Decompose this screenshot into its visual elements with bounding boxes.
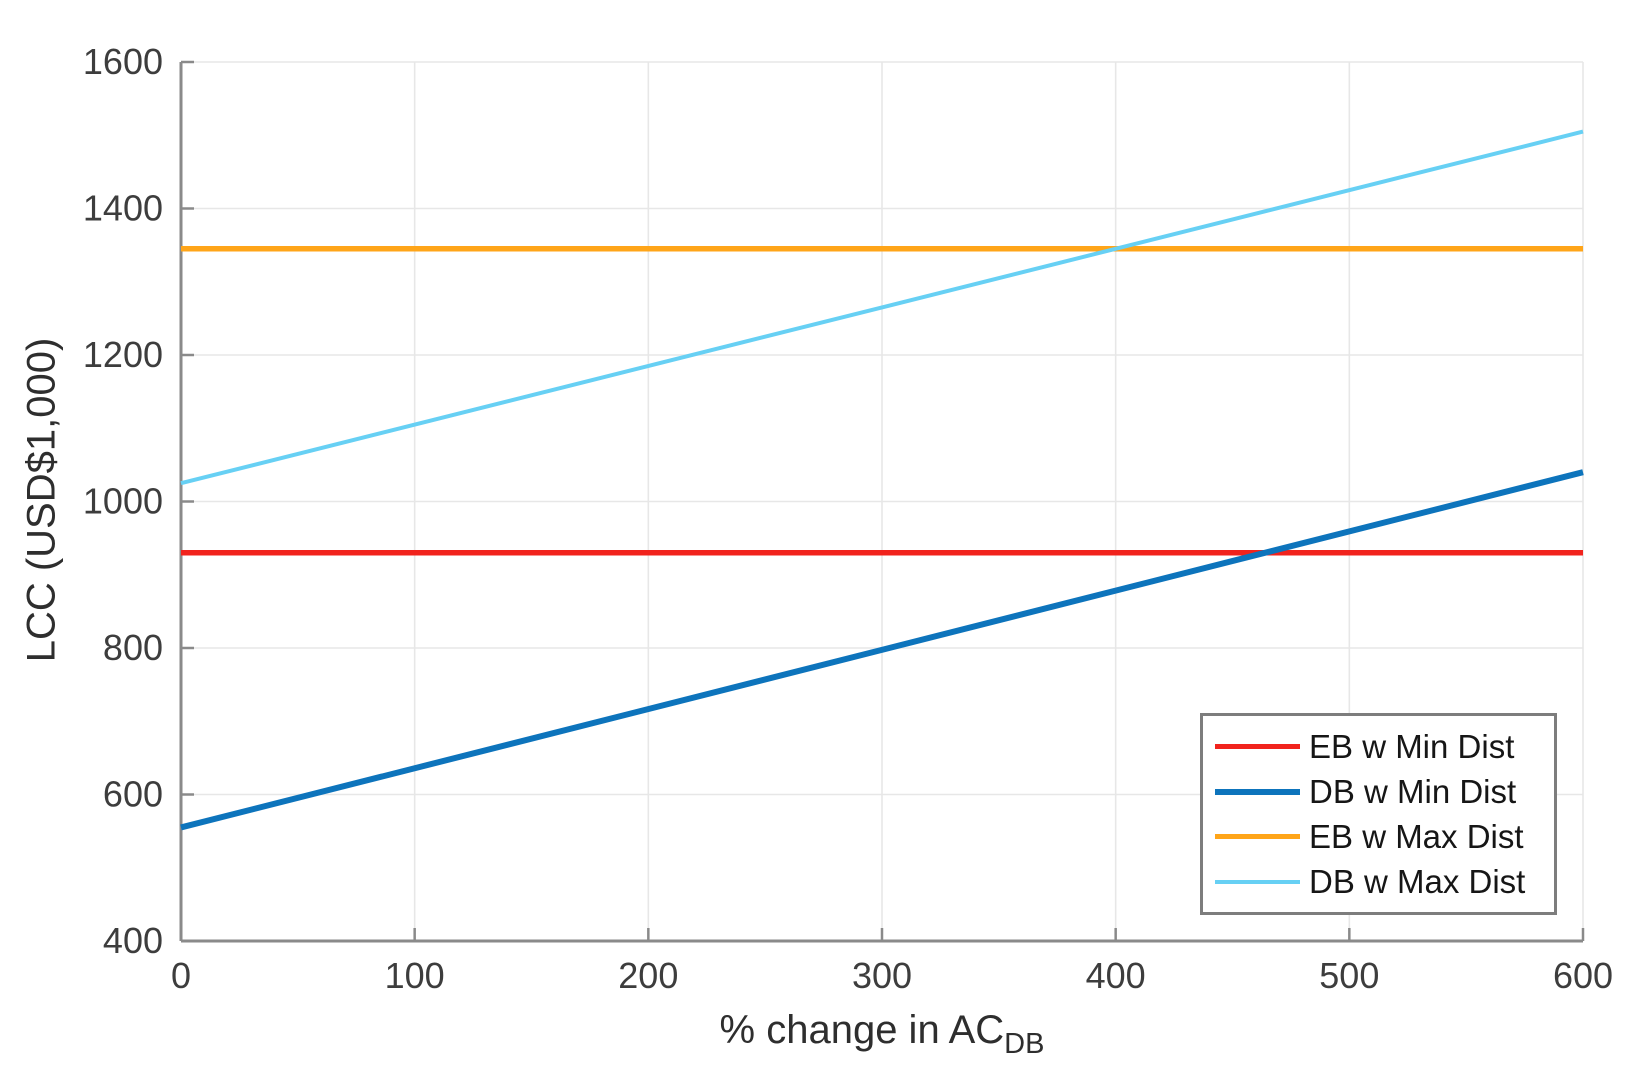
legend-item: DB w Min Dist	[1215, 773, 1542, 811]
legend-line-swatch	[1215, 879, 1300, 884]
legend-line-swatch	[1215, 833, 1300, 840]
legend-line-swatch	[1215, 788, 1300, 795]
legend-item: EB w Min Dist	[1215, 728, 1542, 766]
y-tick-label: 1400	[83, 188, 163, 229]
x-axis-label-subscript: DB	[1004, 1028, 1045, 1060]
x-tick-label: 300	[852, 955, 912, 996]
y-axis-label-text: LCC (USD$1,000)	[19, 337, 64, 663]
legend-item: EB w Max Dist	[1215, 818, 1542, 856]
x-axis-label-text: % change in AC	[719, 1008, 1005, 1052]
legend-label: DB w Max Dist	[1309, 862, 1526, 900]
series-line-db-w-min-dist	[180, 469, 1584, 831]
legend-label: EB w Max Dist	[1309, 817, 1524, 855]
y-tick-label: 600	[103, 774, 163, 815]
series-line-db-w-max-dist	[180, 129, 1584, 486]
x-tick-label: 500	[1319, 955, 1379, 996]
legend-item: DB w Max Dist	[1215, 863, 1542, 901]
y-tick-label: 1200	[83, 334, 163, 375]
legend-line-swatch	[1215, 743, 1300, 750]
y-tick-label: 1000	[83, 481, 163, 522]
y-axis-label: LCC (USD$1,000)	[20, 338, 65, 663]
x-tick-label: 200	[618, 955, 678, 996]
y-tick-label: 400	[103, 920, 163, 961]
x-tick-label: 0	[171, 955, 191, 996]
legend-label: EB w Min Dist	[1309, 727, 1515, 765]
y-tick-label: 1600	[83, 41, 163, 82]
legend-label: DB w Min Dist	[1309, 772, 1517, 810]
y-tick-label: 800	[103, 627, 163, 668]
x-tick-label: 100	[385, 955, 445, 996]
x-tick-label: 600	[1553, 955, 1613, 996]
legend: EB w Min Dist DB w Min Dist EB w Max Dis…	[1200, 713, 1557, 915]
x-tick-label: 400	[1086, 955, 1146, 996]
x-axis-label: % change in ACDB	[719, 1008, 1045, 1059]
